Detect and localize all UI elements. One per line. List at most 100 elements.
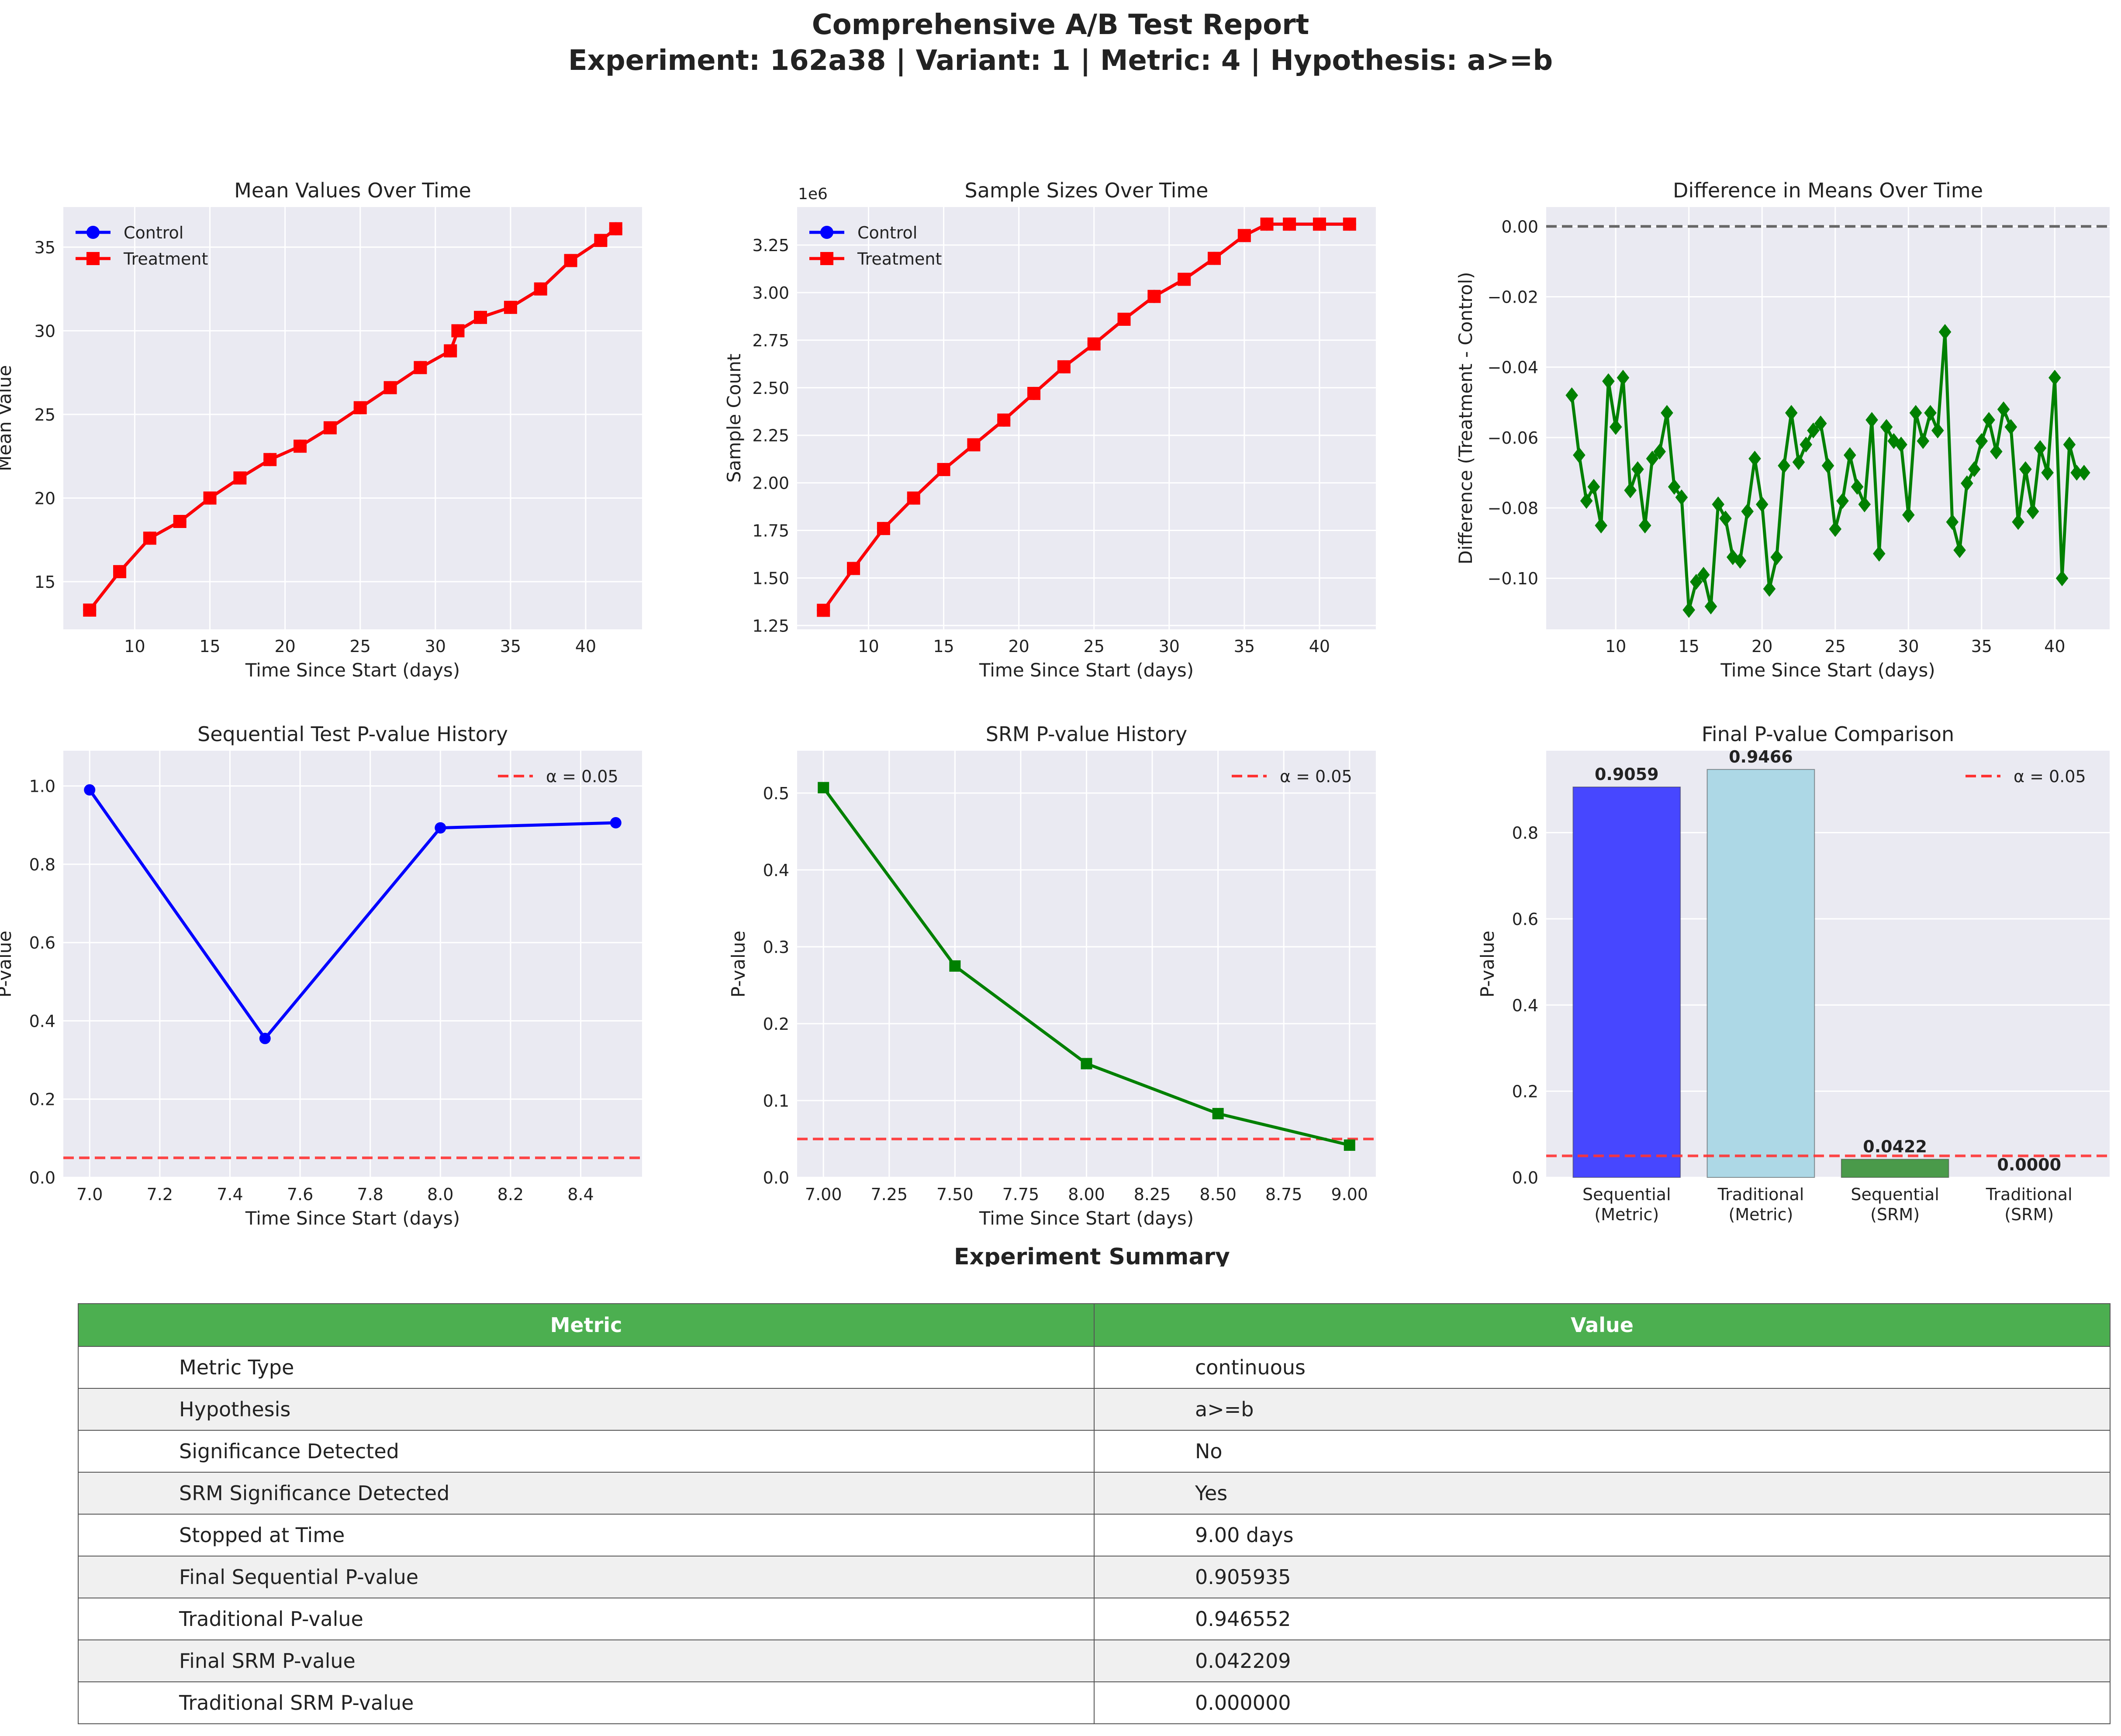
y-tick-label: 2.50: [752, 379, 789, 398]
row-metric: Traditional SRM P-value: [78, 1681, 1095, 1724]
data-point: [2012, 514, 2024, 530]
data-point: [1770, 549, 1783, 566]
table-row: SRM Significance Detected Yes: [78, 1472, 2111, 1515]
x-tick-label: 25: [1084, 637, 1105, 656]
data-point: [820, 226, 833, 239]
data-point: [1638, 518, 1651, 534]
x-tick-label: 15: [199, 637, 220, 656]
summary-title: Experiment Summary: [954, 1244, 1230, 1267]
data-point: [1580, 493, 1593, 509]
data-point: [820, 252, 833, 265]
data-point: [444, 344, 457, 358]
table-row: Final SRM P-value 0.042209: [78, 1639, 2111, 1682]
data-point: [2026, 503, 2039, 520]
legend-label: Treatment: [857, 249, 942, 269]
plot-area: [63, 207, 642, 629]
row-value: a>=b: [1094, 1388, 2111, 1431]
y-tick-label: 0.8: [29, 855, 55, 874]
data-point: [1147, 290, 1161, 303]
data-point: [1821, 458, 1834, 474]
data-point: [1573, 447, 1586, 463]
data-point: [1260, 217, 1274, 231]
x-tick-label: 15: [933, 637, 954, 656]
data-point: [1631, 461, 1644, 477]
legend-label: α = 0.05: [546, 767, 618, 786]
y-tick-label: 0.00: [1501, 217, 1538, 236]
y-tick-label: 0.4: [29, 1011, 55, 1031]
x-tick-label: 35: [500, 637, 521, 656]
x-axis-label: Time Since Start (days): [979, 659, 1194, 681]
data-point: [2041, 465, 2054, 481]
x-tick-label: 8.25: [1134, 1185, 1171, 1204]
data-point: [1968, 461, 1981, 477]
y-tick-label: −0.06: [1488, 428, 1538, 448]
x-tick-label: 10: [1605, 637, 1626, 656]
summary-header-row: Metric Value: [78, 1303, 2111, 1347]
data-point: [2055, 570, 2069, 587]
y-tick-label: 3.25: [752, 236, 789, 255]
data-point: [1027, 387, 1041, 400]
data-point: [1872, 545, 1886, 562]
data-point: [967, 438, 981, 452]
y-tick-label: 0.0: [1512, 1168, 1538, 1187]
y-tick-label: 0.0: [763, 1168, 789, 1187]
data-point: [847, 562, 860, 575]
chart-title: Mean Values Over Time: [234, 179, 471, 202]
data-point: [1646, 450, 1659, 467]
chart-title: Final P-value Comparison: [1702, 722, 1954, 746]
y-tick-label: −0.04: [1488, 358, 1538, 377]
x-tick-label: 8.50: [1199, 1185, 1237, 1204]
data-point: [1807, 422, 1820, 438]
row-value: 0.042209: [1094, 1639, 2111, 1682]
data-point: [1909, 405, 1922, 421]
x-tick-label: Sequential: [1851, 1185, 1939, 1204]
x-tick-label: 15: [1679, 637, 1700, 656]
table-row: Hypothesis a>=b: [78, 1388, 2111, 1431]
data-point: [2034, 440, 2047, 456]
y-tick-label: 0.2: [1512, 1082, 1538, 1101]
y-tick-label: 2.25: [752, 426, 789, 445]
x-tick-label: (Metric): [1729, 1205, 1793, 1224]
data-point: [949, 960, 961, 972]
data-point: [451, 324, 465, 338]
data-point: [818, 782, 829, 794]
row-metric: Hypothesis: [78, 1388, 1095, 1431]
y-axis-label: P-value: [1477, 931, 1498, 997]
y-tick-label: 0.6: [29, 933, 55, 953]
data-point: [1212, 1108, 1224, 1119]
x-tick-label: 8.4: [567, 1185, 594, 1204]
x-tick-label: 8.75: [1265, 1185, 1302, 1204]
data-point: [83, 603, 97, 617]
legend-label: Treatment: [123, 249, 208, 269]
x-tick-label: (SRM): [2004, 1205, 2054, 1224]
data-point: [1587, 479, 1600, 495]
data-point: [435, 822, 446, 834]
data-point: [997, 413, 1011, 427]
data-point: [1865, 412, 1878, 428]
x-tick-label: 9.00: [1331, 1185, 1368, 1204]
data-point: [2048, 369, 2061, 386]
data-point: [233, 471, 247, 485]
table-row: Final Sequential P-value 0.905935: [78, 1556, 2111, 1598]
axis-offset-label: 1e6: [798, 185, 828, 203]
chart-title: Sequential Test P-value History: [197, 722, 508, 746]
data-point: [474, 311, 487, 324]
header-metric: Metric: [78, 1303, 1095, 1347]
data-point: [1953, 542, 1966, 558]
x-axis-label: Time Since Start (days): [245, 1208, 460, 1229]
table-row: Metric Type continuous: [78, 1346, 2111, 1389]
x-tick-label: 7.6: [287, 1185, 313, 1204]
row-value: No: [1094, 1430, 2111, 1473]
data-point: [1653, 443, 1666, 460]
x-tick-label: 40: [575, 637, 596, 656]
x-tick-label: 20: [1751, 637, 1772, 656]
chart-panel: 0.0 0.2 0.4 0.6 0.8 Final P-value Comparison P…: [1477, 722, 2110, 1224]
data-point: [1617, 369, 1630, 386]
data-point: [1792, 454, 1805, 470]
data-point: [564, 254, 577, 267]
row-metric: Metric Type: [78, 1346, 1095, 1389]
x-tick-label: 25: [350, 637, 371, 656]
x-tick-label: Traditional: [1986, 1185, 2073, 1204]
legend-label: Control: [124, 223, 183, 242]
bar-value-label: 0.9466: [1729, 747, 1793, 766]
